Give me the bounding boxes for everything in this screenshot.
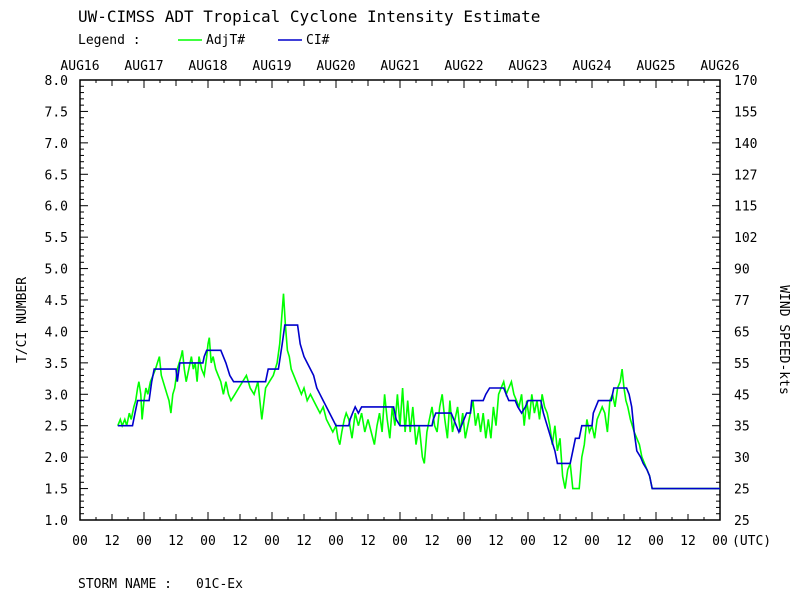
hour-labels: 00 12 00 12 00 12 00 12 00 12 00 12 00 12 00 12 00 12 00 12… — [72, 534, 728, 549]
hour-label: 00 — [392, 534, 408, 549]
axis-ticks — [79, 79, 721, 521]
y-tick-label: 4.0 — [45, 325, 68, 340]
hour-label: 12 — [360, 534, 376, 549]
y-tick-label: 3.0 — [45, 388, 68, 403]
y2-tick-label: 65 — [734, 325, 750, 340]
y-tick-label: 7.5 — [45, 105, 68, 120]
hour-label: 00 — [72, 534, 88, 549]
hour-label: 00 — [648, 534, 664, 549]
y-tick-label: 7.0 — [45, 137, 68, 152]
y2-axis-label: WIND SPEED-kts — [776, 285, 791, 395]
date-labels: AUG16 AUG17 AUG18 AUG19 AUG20 AUG21 AUG22 AUG23… — [60, 59, 739, 74]
hour-label: 00 — [520, 534, 536, 549]
series-line-adjt — [117, 293, 720, 490]
y2-tick-label: 77 — [734, 294, 750, 309]
y-tick-label: 8.0 — [45, 74, 68, 89]
date-label: AUG23 — [508, 59, 547, 74]
y-tick-label: 6.5 — [45, 168, 68, 183]
hour-label: 00 — [584, 534, 600, 549]
y2-tick-label: 155 — [734, 105, 757, 120]
y2-tick-label: 55 — [734, 357, 750, 372]
series-group — [117, 293, 720, 490]
hour-label: 12 — [488, 534, 504, 549]
y-tick-label: 5.0 — [45, 263, 68, 278]
date-label: AUG16 — [60, 59, 99, 74]
y-tick-label: 3.5 — [45, 357, 68, 372]
legend-label-ci: CI# — [306, 33, 330, 48]
storm-name-value: 01C-Ex — [196, 577, 243, 592]
hour-label: 00 — [200, 534, 216, 549]
x-unit-label: (UTC) — [732, 534, 771, 549]
y2-tick-label: 140 — [734, 137, 757, 152]
y2-tick-label: 90 — [734, 263, 750, 278]
series-line-ci — [117, 324, 720, 490]
chart-title: UW-CIMSS ADT Tropical Cyclone Intensity … — [78, 7, 540, 26]
plot-frame — [79, 79, 721, 521]
date-label: AUG22 — [444, 59, 483, 74]
y-tick-label: 1.5 — [45, 483, 68, 498]
y2-tick-label: 45 — [734, 388, 750, 403]
legend-label-adjt: AdjT# — [206, 33, 245, 48]
date-label: AUG24 — [572, 59, 611, 74]
y-tick-label: 2.0 — [45, 451, 68, 466]
legend-heading: Legend : — [78, 33, 141, 48]
hour-label: 00 — [136, 534, 152, 549]
hour-label: 12 — [296, 534, 312, 549]
y2-tick-label: 170 — [734, 74, 757, 89]
y-tick-label: 4.5 — [45, 294, 68, 309]
storm-name-label: STORM NAME : — [78, 577, 172, 592]
y-tick-label: 2.5 — [45, 420, 68, 435]
date-label: AUG18 — [188, 59, 227, 74]
y-axis-ticks-left: 1.0 1.5 2.0 2.5 3.0 3.5 4.0 4.5 5.0 5.5 6.0 6.5 7.0 7… — [45, 74, 68, 529]
y-axis-ticks-right: 25 25 30 35 45 55 65 77 90 102 115 127 140 155 170 — [734, 74, 757, 529]
y-tick-label: 5.5 — [45, 231, 68, 246]
hour-label: 12 — [552, 534, 568, 549]
y2-tick-label: 25 — [734, 483, 750, 498]
date-label: AUG19 — [252, 59, 291, 74]
y2-tick-label: 127 — [734, 168, 757, 183]
date-label: AUG25 — [636, 59, 675, 74]
date-label: AUG21 — [380, 59, 419, 74]
hour-label: 12 — [424, 534, 440, 549]
hour-label: 12 — [104, 534, 120, 549]
hour-label: 12 — [232, 534, 248, 549]
y-tick-label: 1.0 — [45, 514, 68, 529]
y-axis-label: T/CI NUMBER — [15, 277, 30, 363]
hour-label: 00 — [328, 534, 344, 549]
y2-tick-label: 35 — [734, 420, 750, 435]
y2-tick-label: 102 — [734, 231, 757, 246]
date-label: AUG17 — [124, 59, 163, 74]
hour-label: 00 — [712, 534, 728, 549]
y-tick-label: 6.0 — [45, 200, 68, 215]
date-label: AUG26 — [700, 59, 739, 74]
hour-label: 12 — [680, 534, 696, 549]
hour-label: 00 — [456, 534, 472, 549]
date-label: AUG20 — [316, 59, 355, 74]
hour-label: 12 — [616, 534, 632, 549]
y2-tick-label: 115 — [734, 200, 757, 215]
y2-tick-label: 30 — [734, 451, 750, 466]
y2-tick-label: 25 — [734, 514, 750, 529]
legend: Legend : AdjT# CI# — [78, 33, 330, 48]
hour-label: 12 — [168, 534, 184, 549]
hour-label: 00 — [264, 534, 280, 549]
